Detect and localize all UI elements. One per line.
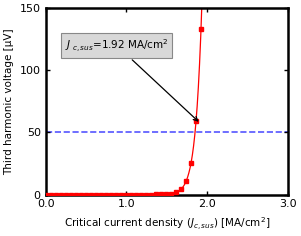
Text: $J_{\ c,sus}$=1.92 MA/cm$^2$: $J_{\ c,sus}$=1.92 MA/cm$^2$	[65, 37, 198, 121]
X-axis label: Critical current density ($J_{c,sus}$) [MA/cm$^2$]: Critical current density ($J_{c,sus}$) […	[64, 215, 270, 232]
Y-axis label: Third harmonic voltage [μV]: Third harmonic voltage [μV]	[4, 28, 14, 175]
